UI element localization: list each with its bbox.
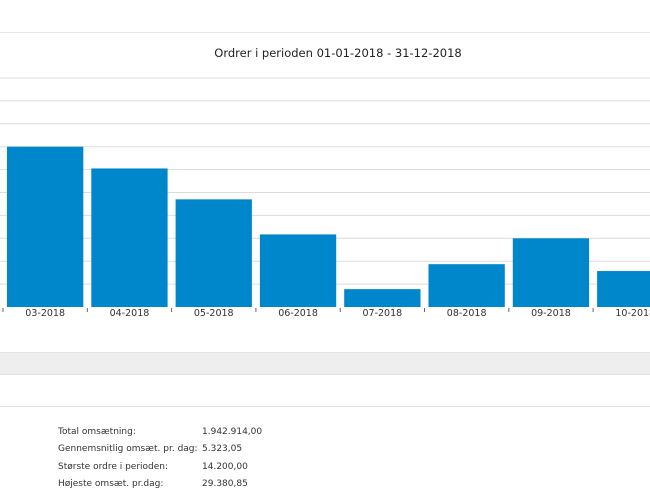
x-tick-label: 07-2018 bbox=[362, 308, 402, 319]
x-tick-label: 06-2018 bbox=[278, 308, 318, 319]
stat-label: Største ordre i perioden: bbox=[58, 461, 169, 472]
bar-04-2018 bbox=[91, 168, 168, 307]
x-tick-label: 10-2018 bbox=[615, 308, 650, 319]
chart-title: Ordrer i perioden 01-01-2018 - 31-12-201… bbox=[214, 46, 462, 60]
stat-label: Højeste omsæt. pr.dag: bbox=[58, 479, 164, 490]
stat-value: 1.942.914,00 bbox=[202, 426, 263, 437]
x-tick-label: 08-2018 bbox=[447, 308, 487, 319]
stat-label: Gennemsnitlig omsæt. pr. dag: bbox=[58, 444, 198, 455]
stat-row-largest-order: Største ordre i perioden: 14.200,00 bbox=[58, 458, 262, 476]
bar-chart: 03-2018 04-2018 05-2018 06-2018 07-2018 08-20… bbox=[0, 77, 650, 319]
stat-row-total: Total omsætning: 1.942.914,00 bbox=[58, 423, 262, 441]
stat-value: 5.323,05 bbox=[202, 444, 243, 455]
section-divider bbox=[0, 406, 650, 407]
x-tick-label: 04-2018 bbox=[110, 308, 150, 319]
x-tick-label: 03-2018 bbox=[25, 308, 65, 319]
stat-label: Total omsætning: bbox=[58, 426, 136, 437]
x-tick-label: 09-2018 bbox=[531, 308, 571, 319]
bar-05-2018 bbox=[175, 199, 252, 307]
top-divider bbox=[0, 32, 650, 33]
bar-06-2018 bbox=[259, 234, 337, 307]
bar-09-2018 bbox=[512, 238, 590, 307]
stat-value: 14.200,00 bbox=[202, 461, 248, 472]
bar-08-2018 bbox=[428, 264, 505, 307]
stat-value: 29.380,85 bbox=[202, 479, 248, 490]
stat-row-average: Gennemsnitlig omsæt. pr. dag: 5.323,05 bbox=[58, 441, 262, 459]
stats-table: Total omsætning: 1.942.914,00 Gennemsnitl… bbox=[58, 423, 262, 493]
x-tick-label: 05-2018 bbox=[194, 308, 234, 319]
bar-10-2018 bbox=[597, 271, 650, 307]
bar-07-2018 bbox=[344, 289, 421, 307]
stat-row-highest-day: Højeste omsæt. pr.dag: 29.380,85 bbox=[58, 476, 262, 494]
bar-03-2018 bbox=[7, 146, 84, 307]
grey-band bbox=[0, 352, 650, 375]
